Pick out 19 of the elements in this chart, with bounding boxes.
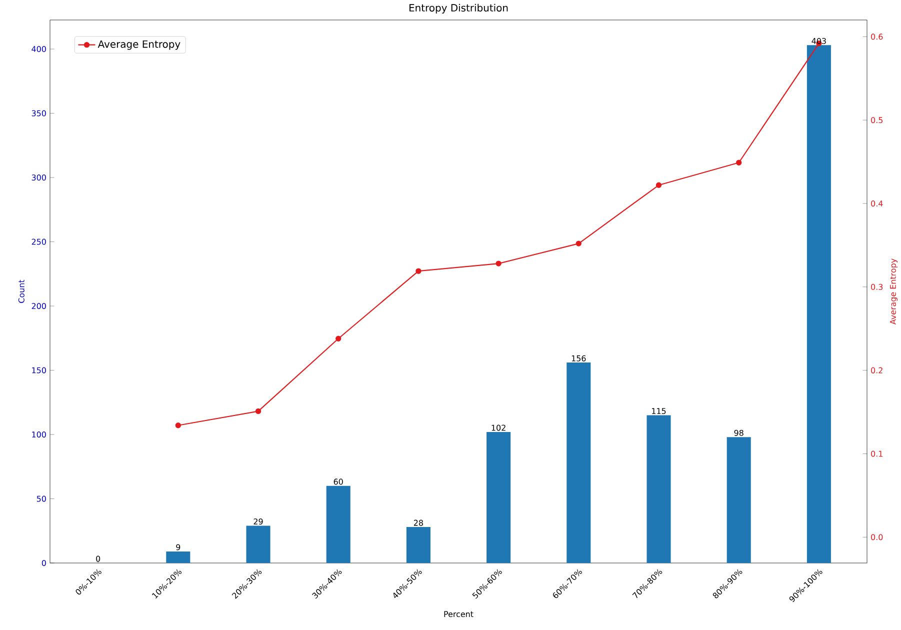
bar [326, 486, 350, 563]
bar [486, 432, 511, 563]
bar [566, 362, 591, 563]
bar [166, 551, 190, 563]
chart-title: Entropy Distribution [409, 4, 508, 14]
point [496, 260, 502, 266]
point [336, 336, 342, 342]
bar [406, 527, 430, 563]
bar [646, 415, 671, 563]
bar [246, 526, 270, 563]
point [736, 160, 742, 166]
point [656, 182, 662, 188]
point [175, 422, 181, 428]
point [416, 268, 422, 274]
legend-label: Average Entropy [98, 40, 180, 50]
point [255, 408, 262, 414]
point [576, 240, 582, 246]
bar [806, 45, 831, 563]
bar [726, 437, 751, 563]
